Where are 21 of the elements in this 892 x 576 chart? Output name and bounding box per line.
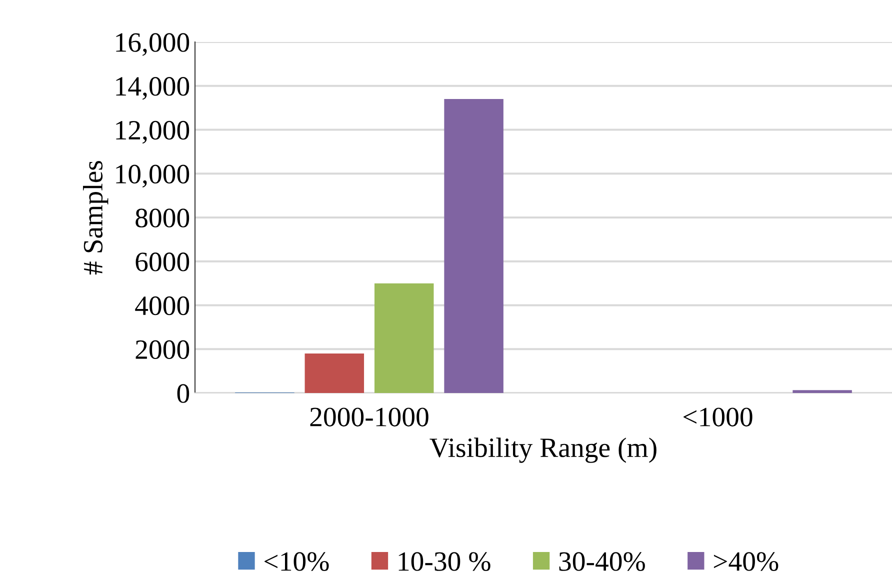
legend-label: 30-40% [559,552,645,572]
legend-label: <10% [264,552,329,572]
bar [304,354,364,393]
bar [792,390,852,393]
y-tick-label: 16,000 [116,33,190,56]
y-tick-label: 14,000 [116,77,190,100]
y-tick-label: 8000 [136,208,190,228]
y-tick-label: 12,000 [116,120,190,144]
x-tick-label: 2000-1000 [310,408,428,426]
y-tick-label: 2000 [136,340,190,360]
x-axis-title: Visibility Range (m) [430,438,656,463]
x-tick-label: <1000 [684,408,752,426]
legend-label: >40% [714,552,778,572]
bar [374,283,434,393]
y-tick-label: 10,000 [116,164,190,188]
y-tick-label: 6000 [136,252,190,272]
y-tick-label: 4000 [135,296,190,316]
y-tick-label: 0 [177,384,190,403]
legend-label: 10-30 % [398,552,490,572]
y-axis-title: # Samples [83,161,108,274]
bar [444,99,504,393]
